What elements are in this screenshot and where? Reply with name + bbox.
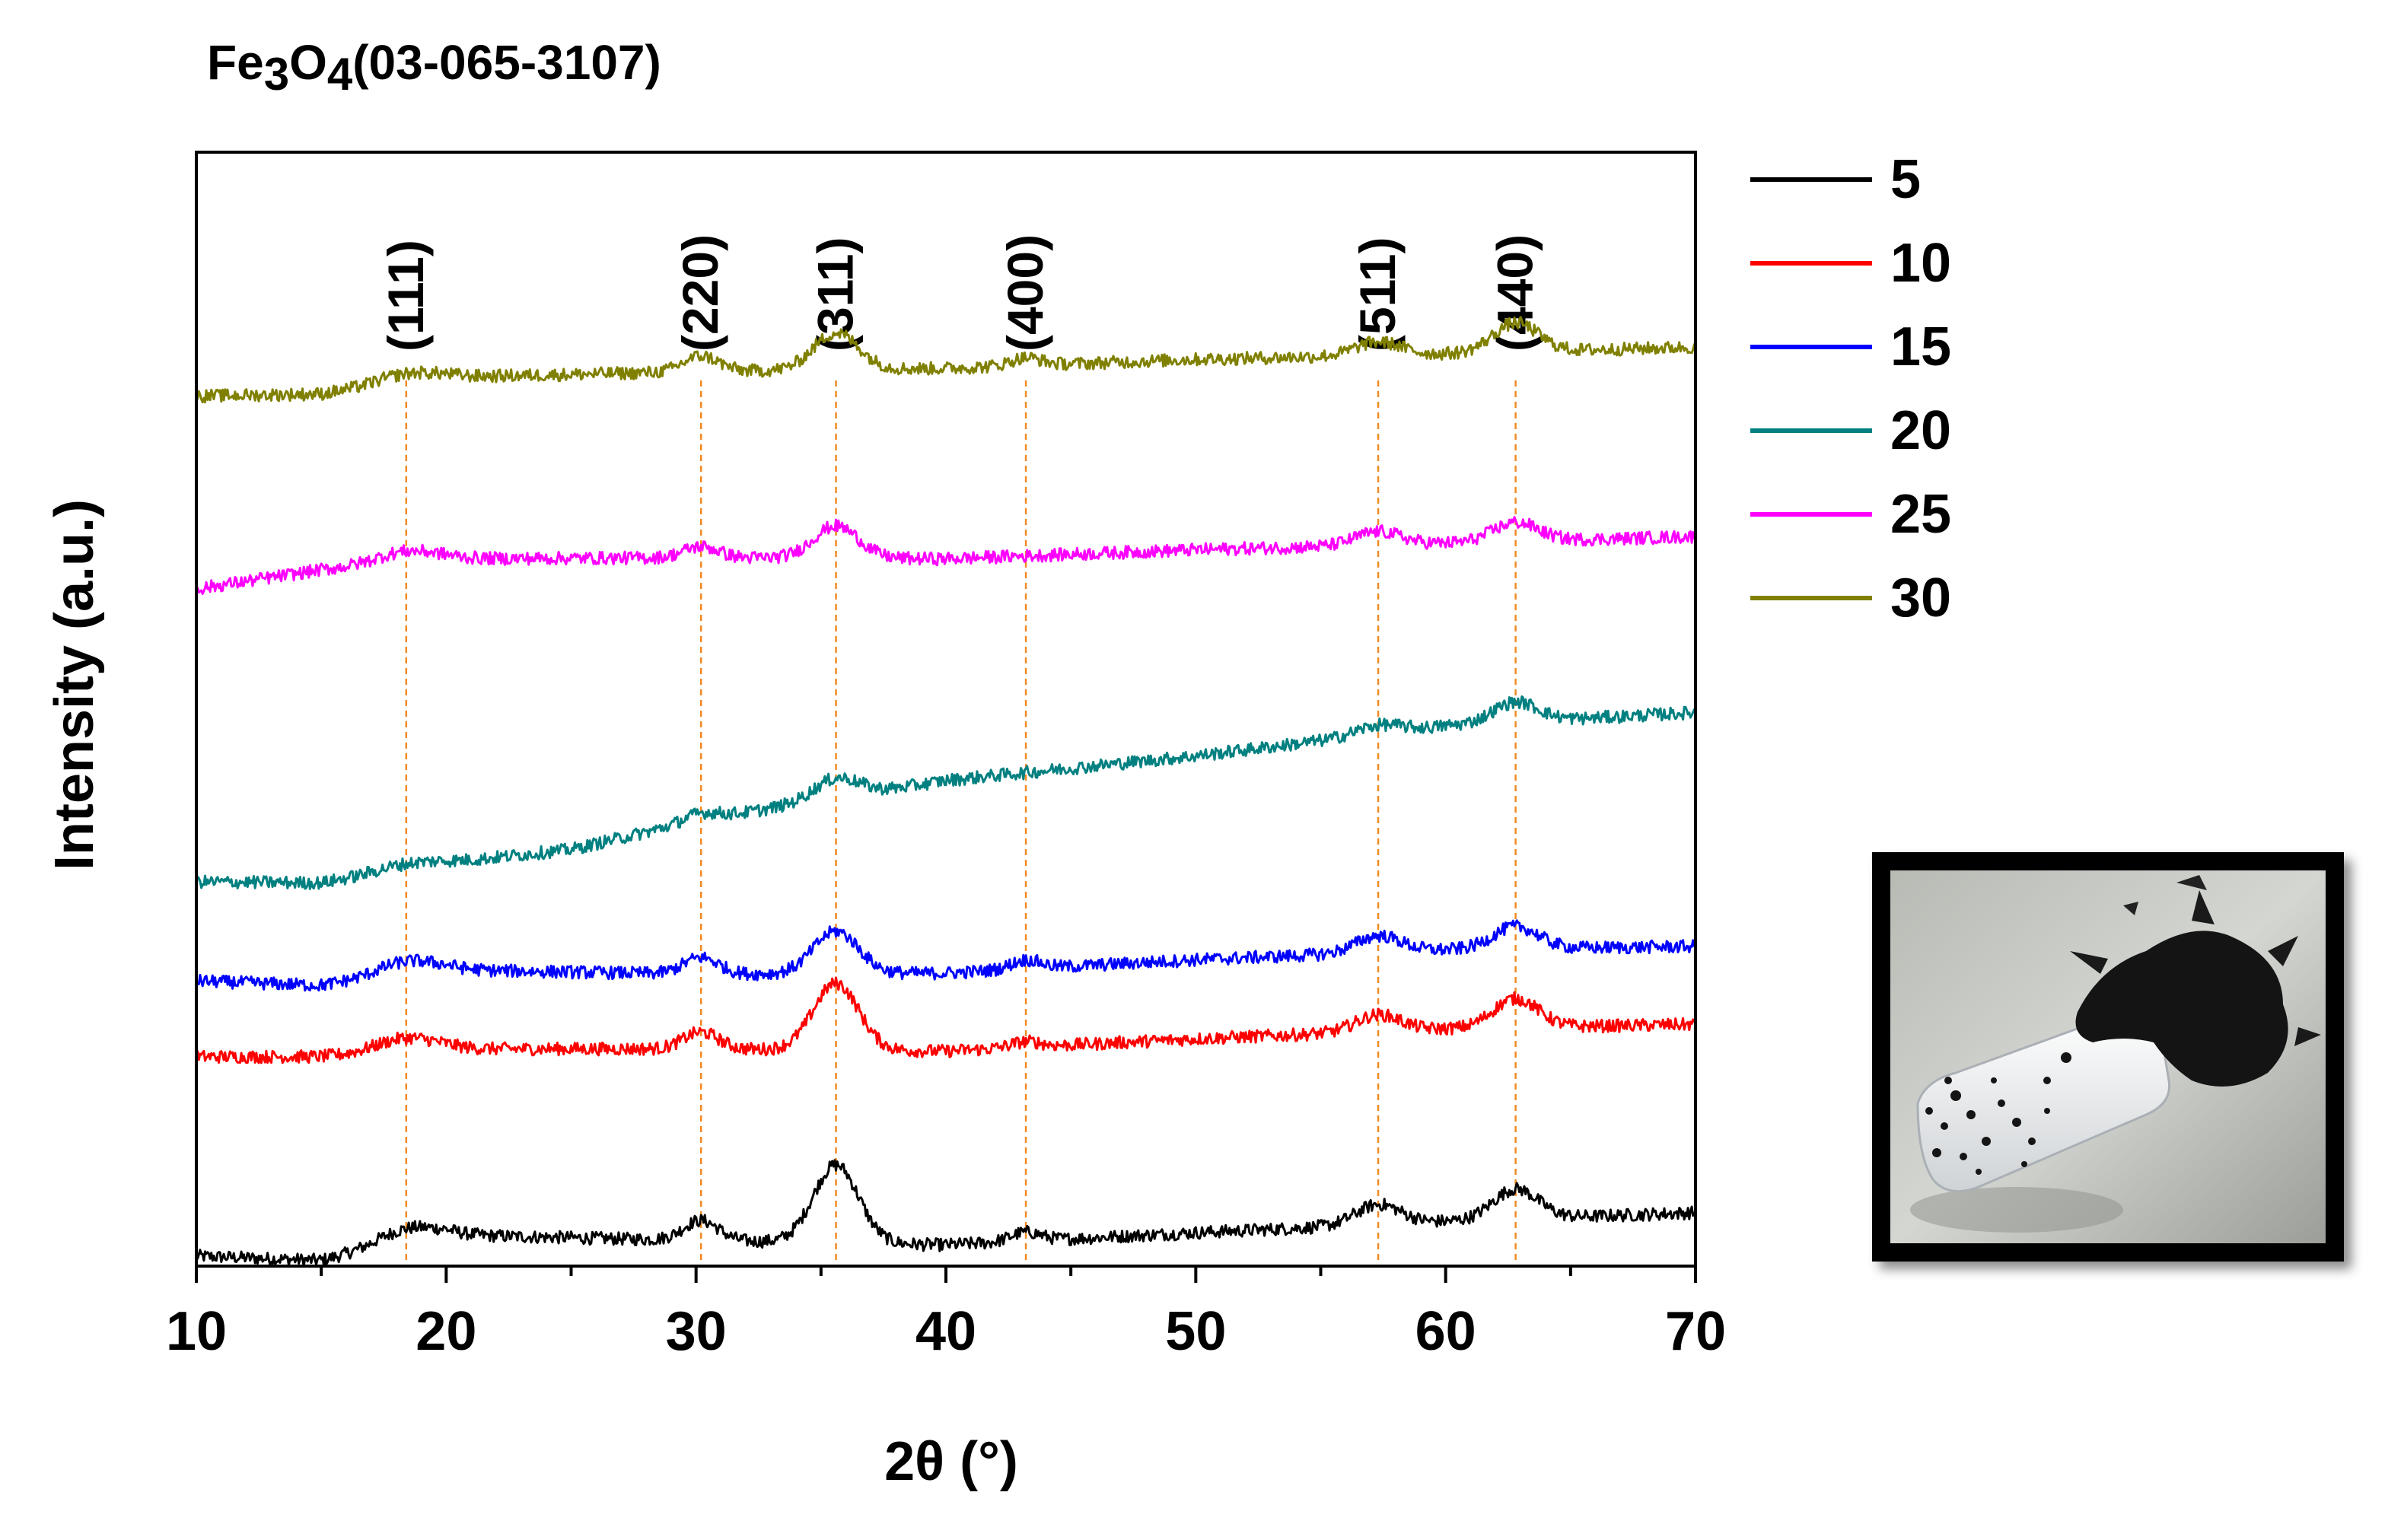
- magnet-photo-icon: [1890, 870, 2326, 1243]
- peak-label-4: (511): [1349, 237, 1406, 352]
- legend-label-20: 20: [1890, 400, 1951, 461]
- x-axis-label: 2θ (°): [884, 1431, 1018, 1492]
- legend-label-5: 5: [1890, 149, 1921, 210]
- y-axis-label: Intensity (a.u.): [44, 499, 105, 870]
- x-tick-label-60: 60: [1415, 1301, 1476, 1362]
- legend-label-25: 25: [1890, 484, 1951, 545]
- x-tick-label-30: 30: [666, 1301, 727, 1362]
- peak-label-2: (311): [807, 237, 864, 352]
- series-line-15: [195, 919, 1697, 992]
- legend-label-10: 10: [1890, 233, 1951, 294]
- peak-label-1: (220): [672, 234, 728, 352]
- x-tick-label-10: 10: [166, 1301, 227, 1362]
- legend-label-15: 15: [1890, 317, 1951, 377]
- figure-title: Fe3O4(03-065-3107): [207, 35, 661, 100]
- series-line-25: [195, 516, 1697, 595]
- series-line-20: [195, 695, 1697, 890]
- peak-label-0: (111): [377, 240, 434, 352]
- reference-peak-lines: [405, 380, 1517, 1266]
- x-tick-label-70: 70: [1665, 1301, 1726, 1362]
- plot-axes: 10 20 30 40 50 60 70: [166, 151, 1726, 1362]
- series-lines: [195, 316, 1697, 1268]
- legend: 5 10 15 20 25 30: [1750, 149, 1951, 628]
- series-line-10: [195, 976, 1697, 1064]
- x-tick-label-40: 40: [915, 1301, 976, 1362]
- x-tick-label-20: 20: [416, 1301, 476, 1362]
- series-line-30: [196, 316, 1697, 404]
- x-tick-label-50: 50: [1165, 1301, 1226, 1362]
- reference-peak-labels: (111) (220) (311) (400) (511) (440): [377, 234, 1543, 352]
- series-line-5: [195, 1159, 1697, 1268]
- magnet-photo: [1872, 852, 2344, 1262]
- legend-label-30: 30: [1890, 568, 1951, 628]
- peak-label-3: (400): [997, 234, 1053, 352]
